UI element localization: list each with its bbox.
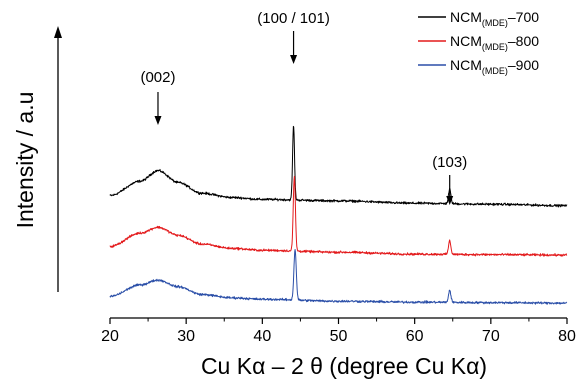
x-axis: 20 30 40 50 60 70 80 <box>101 317 576 345</box>
x-tick-label-40: 40 <box>253 328 271 345</box>
peak-arrow-head-3 <box>446 196 454 205</box>
series-layer <box>109 125 568 305</box>
legend-label-3: NCM(MDE)–900 <box>450 57 539 76</box>
series-line-3 <box>109 249 568 305</box>
legend: NCM(MDE)–700 NCM(MDE)–800 NCM(MDE)–900 <box>418 9 539 76</box>
intensity-arrow <box>54 26 62 292</box>
series-line-1 <box>109 125 568 208</box>
series-line-2 <box>109 175 568 257</box>
peak-label-2: (100 / 101) <box>257 10 330 27</box>
peak-arrow-head-1 <box>154 116 162 125</box>
x-tick-label-20: 20 <box>101 328 119 345</box>
x-tick-label-30: 30 <box>177 328 195 345</box>
x-axis-title: Cu Kα – 2 θ (degree Cu Kα) <box>201 353 487 379</box>
x-tick-label-70: 70 <box>482 328 500 345</box>
intensity-arrow-head <box>54 26 62 38</box>
y-axis-title: Intensity / a.u <box>12 92 38 229</box>
annotation-layer: (002) (100 / 101) (103) <box>140 10 467 205</box>
peak-label-3: (103) <box>432 154 467 171</box>
legend-label-2: NCM(MDE)–800 <box>450 33 539 52</box>
x-tick-label-80: 80 <box>558 328 576 345</box>
peak-arrow-head-2 <box>290 55 298 64</box>
legend-label-1: NCM(MDE)–700 <box>450 9 539 28</box>
x-tick-label-60: 60 <box>406 328 424 345</box>
peak-label-1: (002) <box>140 69 175 86</box>
x-tick-label-50: 50 <box>330 328 348 345</box>
